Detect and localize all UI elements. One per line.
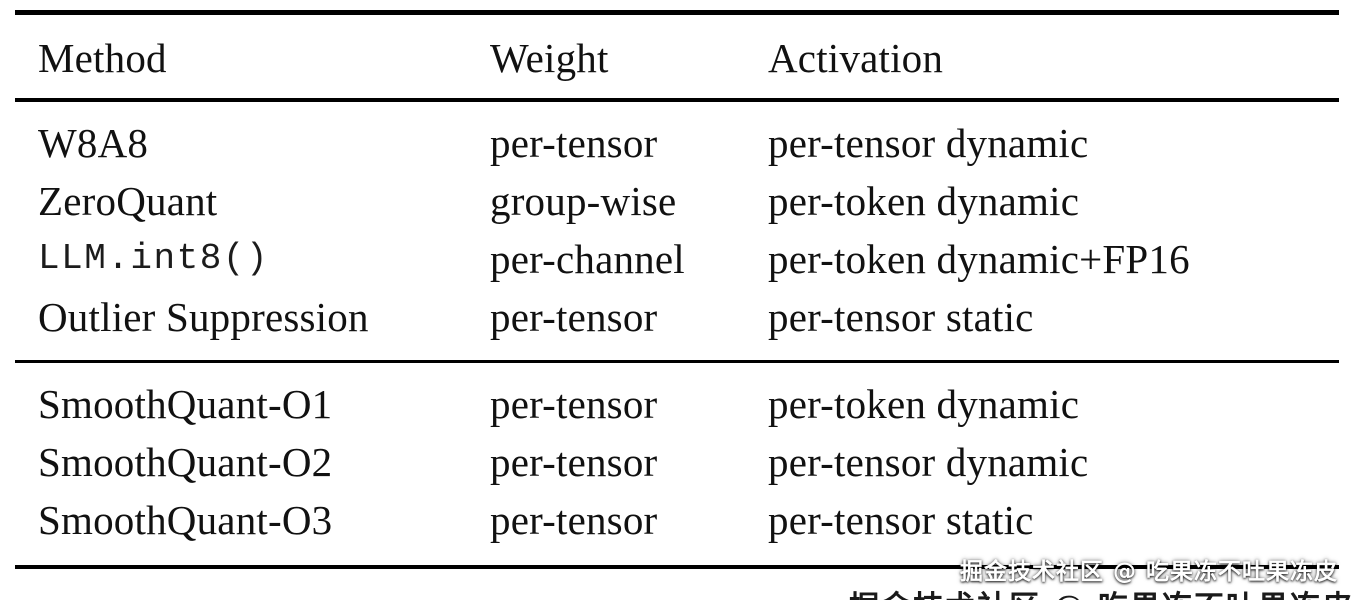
column-header-weight: Weight	[490, 35, 609, 81]
table-header-row: Method Weight Activation	[15, 15, 1339, 98]
table-row: LLM.int8() per-channel per-token dynamic…	[15, 230, 1339, 288]
quantization-methods-table: Method Weight Activation W8A8 per-tensor…	[15, 10, 1339, 569]
table-row: ZeroQuant group-wise per-token dynamic	[15, 172, 1339, 230]
cell-method: ZeroQuant	[38, 178, 218, 224]
cell-weight: per-tensor	[490, 381, 658, 427]
watermark-clipped-text: 掘金技术社区 @ 吃果冻不吐果冻皮	[849, 582, 1354, 600]
cell-activation: per-tensor static	[768, 294, 1034, 340]
cell-method: Outlier Suppression	[38, 294, 369, 340]
cell-activation: per-token dynamic	[768, 381, 1080, 427]
table-row: SmoothQuant-O2 per-tensor per-tensor dyn…	[15, 433, 1339, 491]
cell-activation: per-token dynamic	[768, 178, 1080, 224]
table-bottom-rule	[15, 565, 1339, 569]
column-header-method: Method	[38, 35, 167, 81]
smoothquant-methods-group: SmoothQuant-O1 per-tensor per-token dyna…	[15, 363, 1339, 565]
cell-method: LLM.int8()	[38, 238, 270, 279]
table-top-rule	[15, 10, 1339, 15]
watermark-text: 掘金技术社区 @ 吃果冻不吐果冻皮	[959, 559, 1338, 585]
table-header-rule	[15, 98, 1339, 102]
column-header-activation: Activation	[768, 35, 944, 81]
cell-activation: per-tensor dynamic	[768, 120, 1089, 166]
table-row: SmoothQuant-O1 per-tensor per-token dyna…	[15, 375, 1339, 433]
table-mid-rule	[15, 360, 1339, 363]
table-row: W8A8 per-tensor per-tensor dynamic	[15, 114, 1339, 172]
cell-weight: per-tensor	[490, 497, 658, 543]
cell-weight: per-channel	[490, 236, 685, 282]
table-row: Outlier Suppression per-tensor per-tenso…	[15, 288, 1339, 346]
cell-weight: per-tensor	[490, 294, 658, 340]
cell-activation: per-token dynamic+FP16	[768, 236, 1190, 282]
cell-method: SmoothQuant-O1	[38, 381, 333, 427]
cell-weight: per-tensor	[490, 120, 658, 166]
table-row: SmoothQuant-O3 per-tensor per-tensor sta…	[15, 491, 1339, 549]
cell-method: SmoothQuant-O3	[38, 497, 333, 543]
cell-method: SmoothQuant-O2	[38, 439, 333, 485]
cell-weight: group-wise	[490, 178, 677, 224]
cell-activation: per-tensor dynamic	[768, 439, 1089, 485]
cell-method: W8A8	[38, 120, 149, 166]
cell-activation: per-tensor static	[768, 497, 1034, 543]
baseline-methods-group: W8A8 per-tensor per-tensor dynamic ZeroQ…	[15, 102, 1339, 360]
cell-weight: per-tensor	[490, 439, 658, 485]
